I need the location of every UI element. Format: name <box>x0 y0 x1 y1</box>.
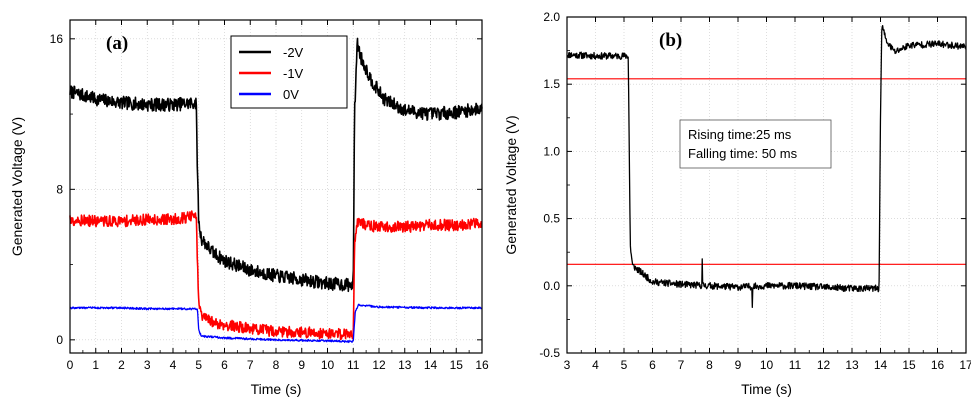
panel-b-y-tick-label: 1.5 <box>543 77 560 91</box>
panel-a-x-tick-label: 13 <box>398 358 412 372</box>
panel-b-x-tick-label: 16 <box>931 358 945 372</box>
panel-b-x-axis-title: Time (s) <box>741 381 792 397</box>
panel-b-x-tick-label: 17 <box>959 358 971 372</box>
panel-b-x-tick-label: 15 <box>902 358 916 372</box>
panel-a-y-tick-label: 8 <box>56 182 63 196</box>
panel-a-x-tick-label: 1 <box>92 358 99 372</box>
panel-b-x-tick-label: 10 <box>760 358 774 372</box>
panel-b-x-tick-label: 7 <box>678 358 685 372</box>
panel-a-x-tick-label: 9 <box>298 358 305 372</box>
panel-a-label: (a) <box>106 33 128 54</box>
panel-b-y-axis-title: Generated Voltage (V) <box>503 115 519 254</box>
panel-b-x-tick-label: 11 <box>789 358 802 372</box>
panel-b-x-tick-label: 13 <box>845 358 859 372</box>
panel-b-label: (b) <box>659 30 682 51</box>
panel-a-x-tick-label: 16 <box>475 358 489 372</box>
panel-b-x-tick-label: 8 <box>706 358 713 372</box>
panel-b-y-tick-label: 1.0 <box>543 144 560 158</box>
panel-a-x-tick-label: 3 <box>144 358 151 372</box>
annotation-line-0: Rising time:25 ms <box>688 127 792 142</box>
panel-a-x-tick-label: 14 <box>424 358 438 372</box>
panel-b-y-tick-label: 0.5 <box>543 212 560 226</box>
panel-b-x-tick-label: 9 <box>735 358 742 372</box>
panel-a-x-tick-label: 8 <box>273 358 280 372</box>
panel-b-x-tick-label: 12 <box>817 358 831 372</box>
legend-entry-2: 0V <box>283 87 299 102</box>
panel-a-x-tick-label: 10 <box>321 358 335 372</box>
panel-a-x-tick-label: 7 <box>247 358 254 372</box>
panel-b-y-tick-label: 0.0 <box>543 279 560 293</box>
panel-b-chart: 3 4 5 6 7 8 9 10 11 12 13 14 15 16 17 -0.5 0.0 0.5 1.0 1.5 2… <box>503 10 971 397</box>
panel-a-x-tick-label: 12 <box>372 358 386 372</box>
panel-a-x-tick-label: 6 <box>221 358 228 372</box>
panel-a-x-tick-label: 15 <box>450 358 464 372</box>
panel-b-x-tick-label: 3 <box>564 358 571 372</box>
panel-a-y-tick-label: 16 <box>50 32 64 46</box>
panel-b-x-tick-label: 6 <box>649 358 656 372</box>
panel-a-series-1V-line <box>69 210 483 341</box>
panel-a-x-axis-title: Time (s) <box>251 381 302 397</box>
panel-b-x-tick-label: 4 <box>592 358 599 372</box>
panel-a-series-2V-line <box>69 37 483 293</box>
panel-b-x-tick-label: 14 <box>874 358 888 372</box>
legend-entry-0: -2V <box>283 45 304 60</box>
legend-entry-1: -1V <box>283 66 304 81</box>
annotation-line-1: Falling time: 50 ms <box>688 146 798 161</box>
panel-a-x-tick-label: 5 <box>195 358 202 372</box>
panel-b-y-tick-label: 2.0 <box>543 10 560 24</box>
panel-a-x-tick-label: 2 <box>118 358 125 372</box>
panel-a-y-tick-label: 0 <box>56 333 63 347</box>
panel-a-x-tick-label: 4 <box>170 358 177 372</box>
annotation-box <box>679 119 832 169</box>
panel-a-y-axis-title: Generated Voltage (V) <box>9 117 25 256</box>
panel-b-y-tick-label: -0.5 <box>539 346 560 360</box>
panel-b-series-line <box>566 24 967 308</box>
panel-a-x-tick-label: 0 <box>67 358 74 372</box>
panel-a-x-tick-label: 11 <box>347 358 360 372</box>
panel-a-series-0V-line <box>69 303 483 344</box>
panel-b-x-tick-label: 5 <box>621 358 628 372</box>
